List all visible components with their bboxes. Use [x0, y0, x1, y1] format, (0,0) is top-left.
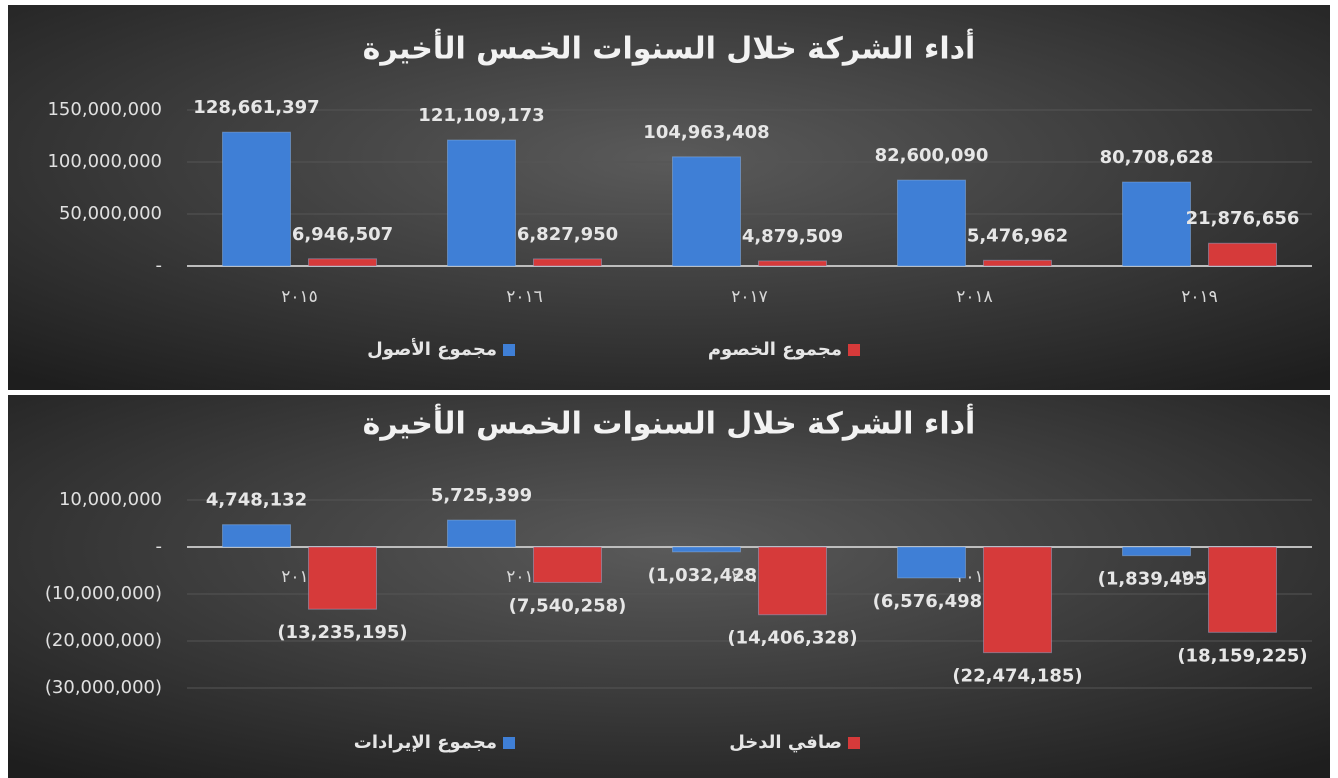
bar [308, 546, 377, 610]
bar [308, 258, 377, 267]
value-label: 5,476,962 [967, 225, 1068, 246]
bar [447, 139, 516, 267]
bar [758, 260, 827, 267]
bar [983, 546, 1052, 654]
bar [897, 546, 966, 579]
legend-swatch [848, 344, 860, 356]
legend-label: مجموع الخصوم [708, 339, 842, 360]
y-tick-label: - [156, 536, 163, 557]
value-label: (13,235,195) [277, 622, 407, 643]
x-tick-label: ٢٠١٥ [281, 287, 318, 307]
value-label: (18,159,225) [1177, 645, 1307, 666]
y-tick-label: (30,000,000) [45, 677, 162, 698]
value-label: 5,725,399 [431, 485, 532, 506]
chart-title: أداء الشركة خلال السنوات الخمس الأخيرة [363, 29, 976, 67]
bar [447, 519, 516, 548]
bar [758, 546, 827, 616]
value-label: 121,109,173 [418, 105, 544, 126]
value-label: 104,963,408 [643, 122, 769, 143]
bar [983, 259, 1052, 267]
bar [222, 131, 291, 267]
y-tick-label: 10,000,000 [59, 489, 162, 510]
y-tick-label: 50,000,000 [59, 203, 162, 224]
x-tick-label: ٢٠١٧ [731, 287, 768, 307]
value-label: (1,839,495) [1098, 569, 1216, 590]
value-label: (6,576,498) [873, 591, 991, 612]
chart-title: أداء الشركة خلال السنوات الخمس الأخيرة [363, 404, 976, 442]
chart-panel [8, 395, 1330, 778]
bar [1208, 242, 1277, 267]
bar [672, 156, 741, 267]
value-label: 6,827,950 [517, 224, 618, 245]
value-label: 82,600,090 [875, 145, 989, 166]
value-label: 4,748,132 [206, 490, 307, 511]
bar [222, 524, 291, 548]
legend-label: مجموع الأصول [367, 338, 497, 360]
y-tick-label: 100,000,000 [47, 151, 162, 172]
value-label: 6,946,507 [292, 224, 393, 245]
bar [897, 179, 966, 267]
value-label: (22,474,185) [952, 666, 1082, 687]
value-label: 128,661,397 [193, 97, 319, 118]
legend-swatch [503, 344, 515, 356]
legend-swatch [848, 737, 860, 749]
legend-label: مجموع الإيرادات [354, 732, 497, 753]
value-label: 80,708,628 [1100, 147, 1214, 168]
bar [1122, 181, 1191, 267]
bar [533, 546, 602, 583]
bar [1208, 546, 1277, 633]
legend-label: صافي الدخل [729, 732, 842, 753]
x-tick-label: ٢٠١٦ [506, 287, 543, 307]
bar [533, 258, 602, 267]
x-tick-label: ٢٠١٩ [1181, 287, 1218, 307]
y-tick-label: (10,000,000) [45, 583, 162, 604]
value-label: (14,406,328) [727, 628, 857, 649]
value-label: (1,032,428) [648, 565, 766, 586]
bar [672, 546, 741, 553]
legend-swatch [503, 737, 515, 749]
bar [1122, 546, 1191, 557]
value-label: 21,876,656 [1186, 208, 1300, 229]
value-label: (7,540,258) [509, 595, 627, 616]
value-label: 4,879,509 [742, 226, 843, 247]
x-tick-label: ٢٠١٨ [956, 287, 993, 307]
y-tick-label: - [156, 255, 163, 276]
y-tick-label: (20,000,000) [45, 630, 162, 651]
y-tick-label: 150,000,000 [47, 99, 162, 120]
